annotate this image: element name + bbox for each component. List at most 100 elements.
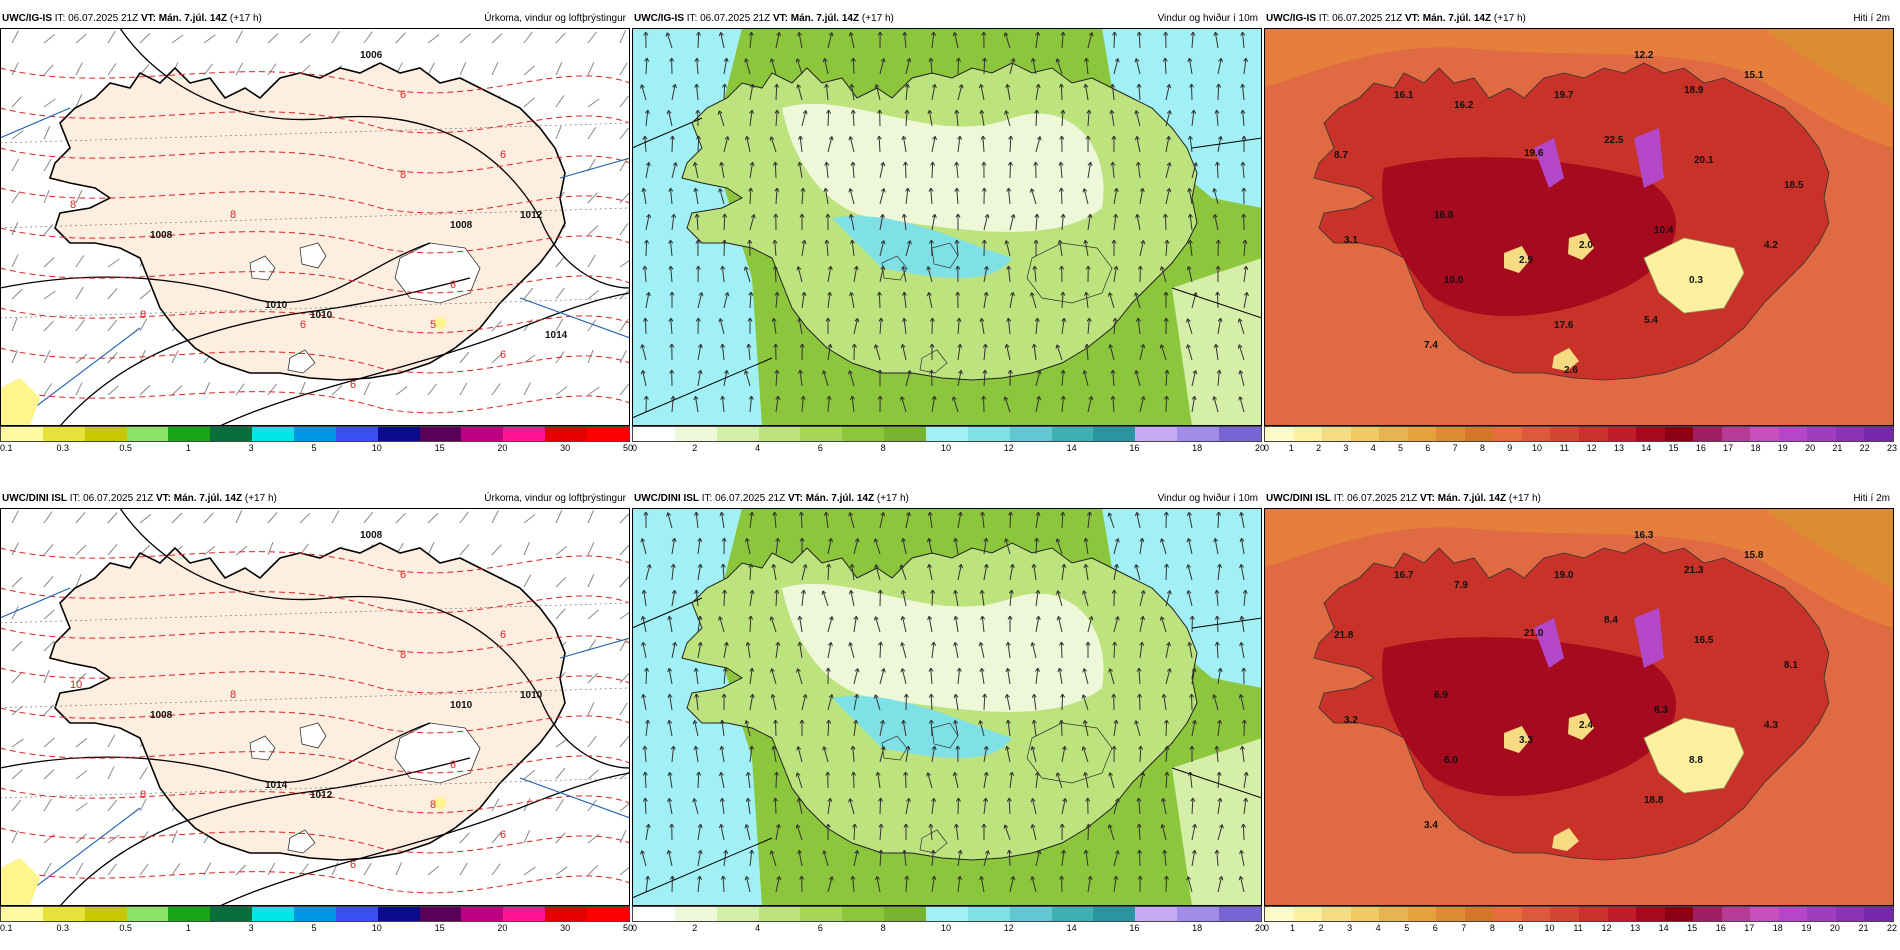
- init-time: 06.07.2025 21Z: [1347, 493, 1418, 504]
- station-temp: 18.5: [1784, 180, 1804, 191]
- colorbar-ticks: 0 2 4 6 8 10 12 14 16 18 20: [632, 442, 1265, 456]
- colorbar-swatch: [716, 907, 759, 921]
- colorbar-swatch: [1379, 907, 1408, 921]
- colorbar-tick-label: 5: [311, 443, 317, 453]
- valid-time-label: VT:: [1419, 493, 1435, 504]
- isobar-label: 1008: [150, 710, 173, 721]
- colorbar-tick-label: 9: [1518, 923, 1524, 933]
- map-area[interactable]: 12.2 15.1 16.1 16.2 19.7 18.9 8.7 19.6 22.5 20.1 1…: [1264, 28, 1894, 426]
- colorbar-tick-label: 50: [622, 443, 634, 453]
- colorbar-tick-label: 5: [311, 923, 317, 933]
- colorbar-tick-label: 14: [1066, 923, 1077, 933]
- panel-header: UWC/DINI ISL IT: 06.07.2025 21Z VT: Mán.…: [0, 490, 630, 508]
- valid-time: Mán. 7.júl. 14Z: [805, 493, 875, 504]
- isobar-label: 1014: [265, 780, 288, 791]
- station-temp: 6.9: [1434, 690, 1448, 701]
- colorbar-tick-label: 20: [1254, 923, 1266, 933]
- colorbar-tick-label: 16: [1695, 443, 1706, 453]
- colorbar-swatch: [1350, 427, 1380, 441]
- station-temp: 22.5: [1604, 135, 1624, 146]
- valid-time: Mán. 7.júl. 14Z: [173, 493, 243, 504]
- temp-field: [1764, 28, 1894, 108]
- colorbar-tick-label: 9: [1507, 443, 1513, 453]
- map-area[interactable]: 1008 1008 1010 1012 1014 1010 6 6 8 8 8 10 6 6 6 8: [0, 508, 630, 906]
- panel-precip-dini: UWC/DINI ISL IT: 06.07.2025 21Z VT: Mán.…: [0, 490, 633, 950]
- colorbar-tick-label: 15: [1668, 443, 1679, 453]
- glacier: [931, 242, 959, 269]
- colorbar-swatch: [674, 907, 717, 921]
- colorbar-swatch: [1350, 907, 1380, 921]
- meridians: [632, 117, 1262, 419]
- precip-label: 8: [140, 789, 146, 801]
- precip-area: [0, 858, 40, 906]
- isobar-label: 1008: [450, 220, 473, 231]
- precip-area: [0, 378, 40, 426]
- glacier: [1643, 717, 1745, 794]
- temp-field: [1534, 618, 1564, 668]
- colorbar-tick-label: 12: [1601, 923, 1612, 933]
- precip-label: 10: [70, 679, 82, 691]
- init-time-label: IT:: [1333, 493, 1345, 504]
- station-temp: 21.8: [1334, 630, 1354, 641]
- colorbar-tick-label: 1: [1290, 923, 1296, 933]
- colorbar-tick-label: 3: [248, 443, 254, 453]
- colorbar-tick-label: 1: [1288, 443, 1294, 453]
- colorbar-swatch: [1550, 427, 1580, 441]
- colorbar-tick-label: 4: [1375, 923, 1381, 933]
- station-temp: 2.0: [1579, 240, 1593, 251]
- colorbar-swatch: [1778, 907, 1808, 921]
- colorbar-swatch: [377, 427, 420, 441]
- colorbar-tick-label: 12: [1003, 923, 1014, 933]
- colorbar-tick-label: 14: [1641, 443, 1652, 453]
- colorbar-swatch: [1009, 907, 1052, 921]
- colorbar-swatch: [1693, 907, 1722, 921]
- panel-title: Úrkoma, vindur og loftþrýstingur: [484, 493, 626, 504]
- colorbar-tick-label: 4: [1370, 443, 1376, 453]
- colorbar-swatch: [633, 427, 675, 441]
- colorbar-tick-label: 20: [497, 923, 508, 933]
- panel-precip-igis: UWC/IG-IS IT: 06.07.2025 21Z VT: Mán. 7.…: [0, 10, 634, 470]
- colorbar-swatches: [0, 906, 630, 922]
- station-temp: 3.4: [1424, 820, 1438, 831]
- colorbar-swatch: [545, 907, 588, 921]
- precip-label: 6: [450, 759, 456, 771]
- isobar-label: 1008: [360, 530, 383, 541]
- colorbar-tick-label: 0.5: [119, 443, 132, 453]
- colorbar-tick-label: 2: [1318, 923, 1324, 933]
- init-time-label: IT:: [69, 493, 81, 504]
- station-temp: 16.7: [1394, 570, 1414, 581]
- station-temp: 16.2: [1454, 100, 1474, 111]
- precip-label: 6: [350, 859, 356, 871]
- colorbar: 0.1 0.3 0.5 1 3 5 10 15 20 30 50: [0, 426, 634, 456]
- colorbar-tick-label: 16: [1129, 923, 1140, 933]
- colorbar-tick-label: 11: [1573, 923, 1583, 933]
- wind-field: [832, 216, 1012, 278]
- wind-arrows: [640, 511, 1249, 893]
- colorbar-tick-label: 19: [1777, 443, 1788, 453]
- panel-title: Vindur og hviður í 10m: [1157, 493, 1258, 504]
- colorbar-swatch: [1636, 427, 1665, 441]
- glacier: [931, 722, 959, 749]
- isobar-label: 1010: [310, 310, 333, 321]
- map-area[interactable]: [632, 28, 1262, 426]
- map-area[interactable]: 1006 1008 1008 1010 1010 1012 1014 6 6 8 8 8 8 6 6 6 5 6: [0, 28, 630, 426]
- colorbar-swatch: [1177, 907, 1220, 921]
- isobar-label: 1006: [360, 50, 383, 61]
- station-temp: 21.3: [1684, 565, 1704, 576]
- colorbar-tick-label: 15: [434, 923, 445, 933]
- station-temp: 10.0: [1444, 275, 1464, 286]
- station-temp: 18.8: [1644, 795, 1664, 806]
- colorbar-tick-label: 20: [497, 443, 508, 453]
- colorbar-ticks: 0 2 4 6 8 10 12 14 16 18 20: [632, 922, 1266, 936]
- colorbar-swatch: [1493, 427, 1522, 441]
- isobars: [0, 508, 630, 906]
- map-area[interactable]: [632, 508, 1262, 906]
- colorbar-tick-label: 7: [1452, 443, 1458, 453]
- map-area[interactable]: 16.3 15.8 16.7 7.9 19.0 21.3 21.8 21.0 8.4 16.5 8.…: [1264, 508, 1894, 906]
- colorbar: 0 2 4 6 8 10 12 14 16 18 20: [632, 426, 1265, 456]
- wind-field: [782, 103, 1104, 232]
- isobar-label: 1010: [520, 690, 543, 701]
- colorbar-tick-label: 5: [1404, 923, 1410, 933]
- precip-label: 8: [400, 169, 406, 181]
- colorbar-tick-label: 2: [692, 923, 698, 933]
